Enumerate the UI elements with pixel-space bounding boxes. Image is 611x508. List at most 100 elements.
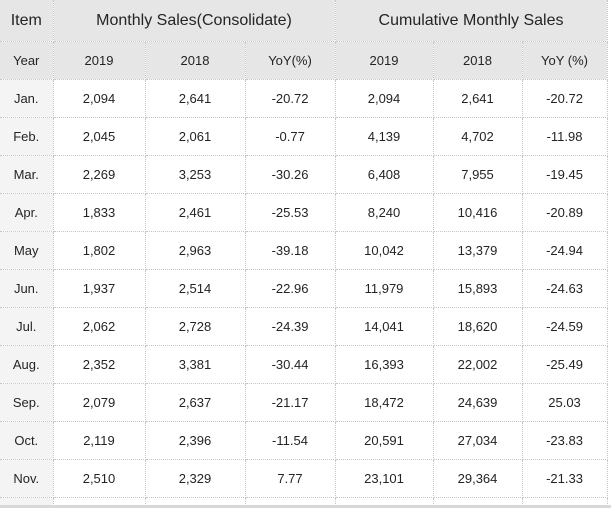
row-header-month: Nov. [0, 459, 54, 498]
value-cell: 2,079 [53, 383, 146, 422]
value-cell: -24.39 [245, 307, 336, 346]
column-header-cumulative-yoy[interactable]: YoY (%) [522, 41, 608, 80]
value-cell: 18,620 [433, 307, 523, 346]
header-sub-row: Year 2019 2018 YoY(%) 2019 2018 YoY (%) [0, 41, 608, 80]
value-cell: 3,253 [145, 155, 246, 194]
row-header-month: Feb. [0, 117, 54, 156]
table-row: Jan. 2,094 2,641 -20.72 2,094 2,641 -20.72 [0, 79, 608, 118]
value-cell: 2,637 [145, 383, 246, 422]
value-cell [522, 497, 608, 508]
table-row: Oct. 2,119 2,396 -11.54 20,591 27,034 -23.83 [0, 421, 608, 460]
value-cell: 2,352 [53, 345, 146, 384]
value-cell [335, 497, 434, 508]
value-cell: 2,728 [145, 307, 246, 346]
table-row: Jun. 1,937 2,514 -22.96 11,979 15,893 -24.63 [0, 269, 608, 308]
table-row: Jul. 2,062 2,728 -24.39 14,041 18,620 -24.59 [0, 307, 608, 346]
header-group-row: Item Monthly Sales(Consolidate) Cumulati… [0, 0, 608, 42]
value-cell: 29,364 [433, 459, 523, 498]
row-header-month: Jul. [0, 307, 54, 346]
value-cell: 23,101 [335, 459, 434, 498]
table-row-partial [0, 497, 608, 508]
table-row: Feb. 2,045 2,061 -0.77 4,139 4,702 -11.98 [0, 117, 608, 156]
value-cell: -20.89 [522, 193, 608, 232]
value-cell: 2,269 [53, 155, 146, 194]
row-header-month: Aug. [0, 345, 54, 384]
row-header-month: Oct. [0, 421, 54, 460]
column-header-monthly-2018[interactable]: 2018 [145, 41, 246, 80]
value-cell: 2,641 [433, 79, 523, 118]
column-header-year[interactable]: Year [0, 41, 54, 80]
header-cumulative-sales-group: Cumulative Monthly Sales [335, 0, 608, 42]
value-cell: 4,702 [433, 117, 523, 156]
value-cell: 18,472 [335, 383, 434, 422]
value-cell: 25.03 [522, 383, 608, 422]
value-cell: 1,937 [53, 269, 146, 308]
value-cell: 16,393 [335, 345, 434, 384]
value-cell: 27,034 [433, 421, 523, 460]
value-cell: 2,963 [145, 231, 246, 270]
table-row: Apr. 1,833 2,461 -25.53 8,240 10,416 -20.89 [0, 193, 608, 232]
value-cell: 2,094 [335, 79, 434, 118]
value-cell: 7,955 [433, 155, 523, 194]
value-cell: 2,514 [145, 269, 246, 308]
value-cell: 2,641 [145, 79, 246, 118]
value-cell: 2,062 [53, 307, 146, 346]
value-cell: 10,416 [433, 193, 523, 232]
value-cell: -30.44 [245, 345, 336, 384]
table-row: Sep. 2,079 2,637 -21.17 18,472 24,639 25.03 [0, 383, 608, 422]
column-header-monthly-2019[interactable]: 2019 [53, 41, 146, 80]
value-cell: 2,510 [53, 459, 146, 498]
table-row: Mar. 2,269 3,253 -30.26 6,408 7,955 -19.45 [0, 155, 608, 194]
value-cell: -24.59 [522, 307, 608, 346]
value-cell: 10,042 [335, 231, 434, 270]
column-header-cumulative-2019[interactable]: 2019 [335, 41, 434, 80]
value-cell [145, 497, 246, 508]
value-cell: 2,061 [145, 117, 246, 156]
value-cell: -20.72 [245, 79, 336, 118]
table-body: Jan. 2,094 2,641 -20.72 2,094 2,641 -20.72 Feb.… [0, 79, 608, 508]
value-cell: 2,119 [53, 421, 146, 460]
value-cell [53, 497, 146, 508]
value-cell: 2,094 [53, 79, 146, 118]
table-row: Nov. 2,510 2,329 7.77 23,101 29,364 -21.33 [0, 459, 608, 498]
value-cell: -24.63 [522, 269, 608, 308]
value-cell: 2,045 [53, 117, 146, 156]
value-cell: -22.96 [245, 269, 336, 308]
value-cell: 2,396 [145, 421, 246, 460]
header-item: Item [0, 0, 54, 42]
header-monthly-sales-group: Monthly Sales(Consolidate) [53, 0, 336, 42]
row-header-month: May [0, 231, 54, 270]
value-cell: -21.17 [245, 383, 336, 422]
value-cell: -19.45 [522, 155, 608, 194]
value-cell: 3,381 [145, 345, 246, 384]
value-cell: -0.77 [245, 117, 336, 156]
row-header-month: Mar. [0, 155, 54, 194]
value-cell: 4,139 [335, 117, 434, 156]
value-cell: 8,240 [335, 193, 434, 232]
value-cell: 15,893 [433, 269, 523, 308]
table-row: May 1,802 2,963 -39.18 10,042 13,379 -24.94 [0, 231, 608, 270]
value-cell: -25.49 [522, 345, 608, 384]
value-cell: 6,408 [335, 155, 434, 194]
value-cell: 24,639 [433, 383, 523, 422]
value-cell: -21.33 [522, 459, 608, 498]
value-cell [433, 497, 523, 508]
column-header-cumulative-2018[interactable]: 2018 [433, 41, 523, 80]
column-header-monthly-yoy[interactable]: YoY(%) [245, 41, 336, 80]
value-cell: -39.18 [245, 231, 336, 270]
value-cell: -20.72 [522, 79, 608, 118]
row-header-month: Apr. [0, 193, 54, 232]
row-header-month: Jun. [0, 269, 54, 308]
value-cell: 20,591 [335, 421, 434, 460]
value-cell: -30.26 [245, 155, 336, 194]
value-cell: 11,979 [335, 269, 434, 308]
value-cell: -24.94 [522, 231, 608, 270]
value-cell: 1,802 [53, 231, 146, 270]
table-bottom-edge [0, 505, 611, 508]
value-cell: -11.98 [522, 117, 608, 156]
value-cell: -23.83 [522, 421, 608, 460]
value-cell: 2,329 [145, 459, 246, 498]
table-row: Aug. 2,352 3,381 -30.44 16,393 22,002 -25.49 [0, 345, 608, 384]
